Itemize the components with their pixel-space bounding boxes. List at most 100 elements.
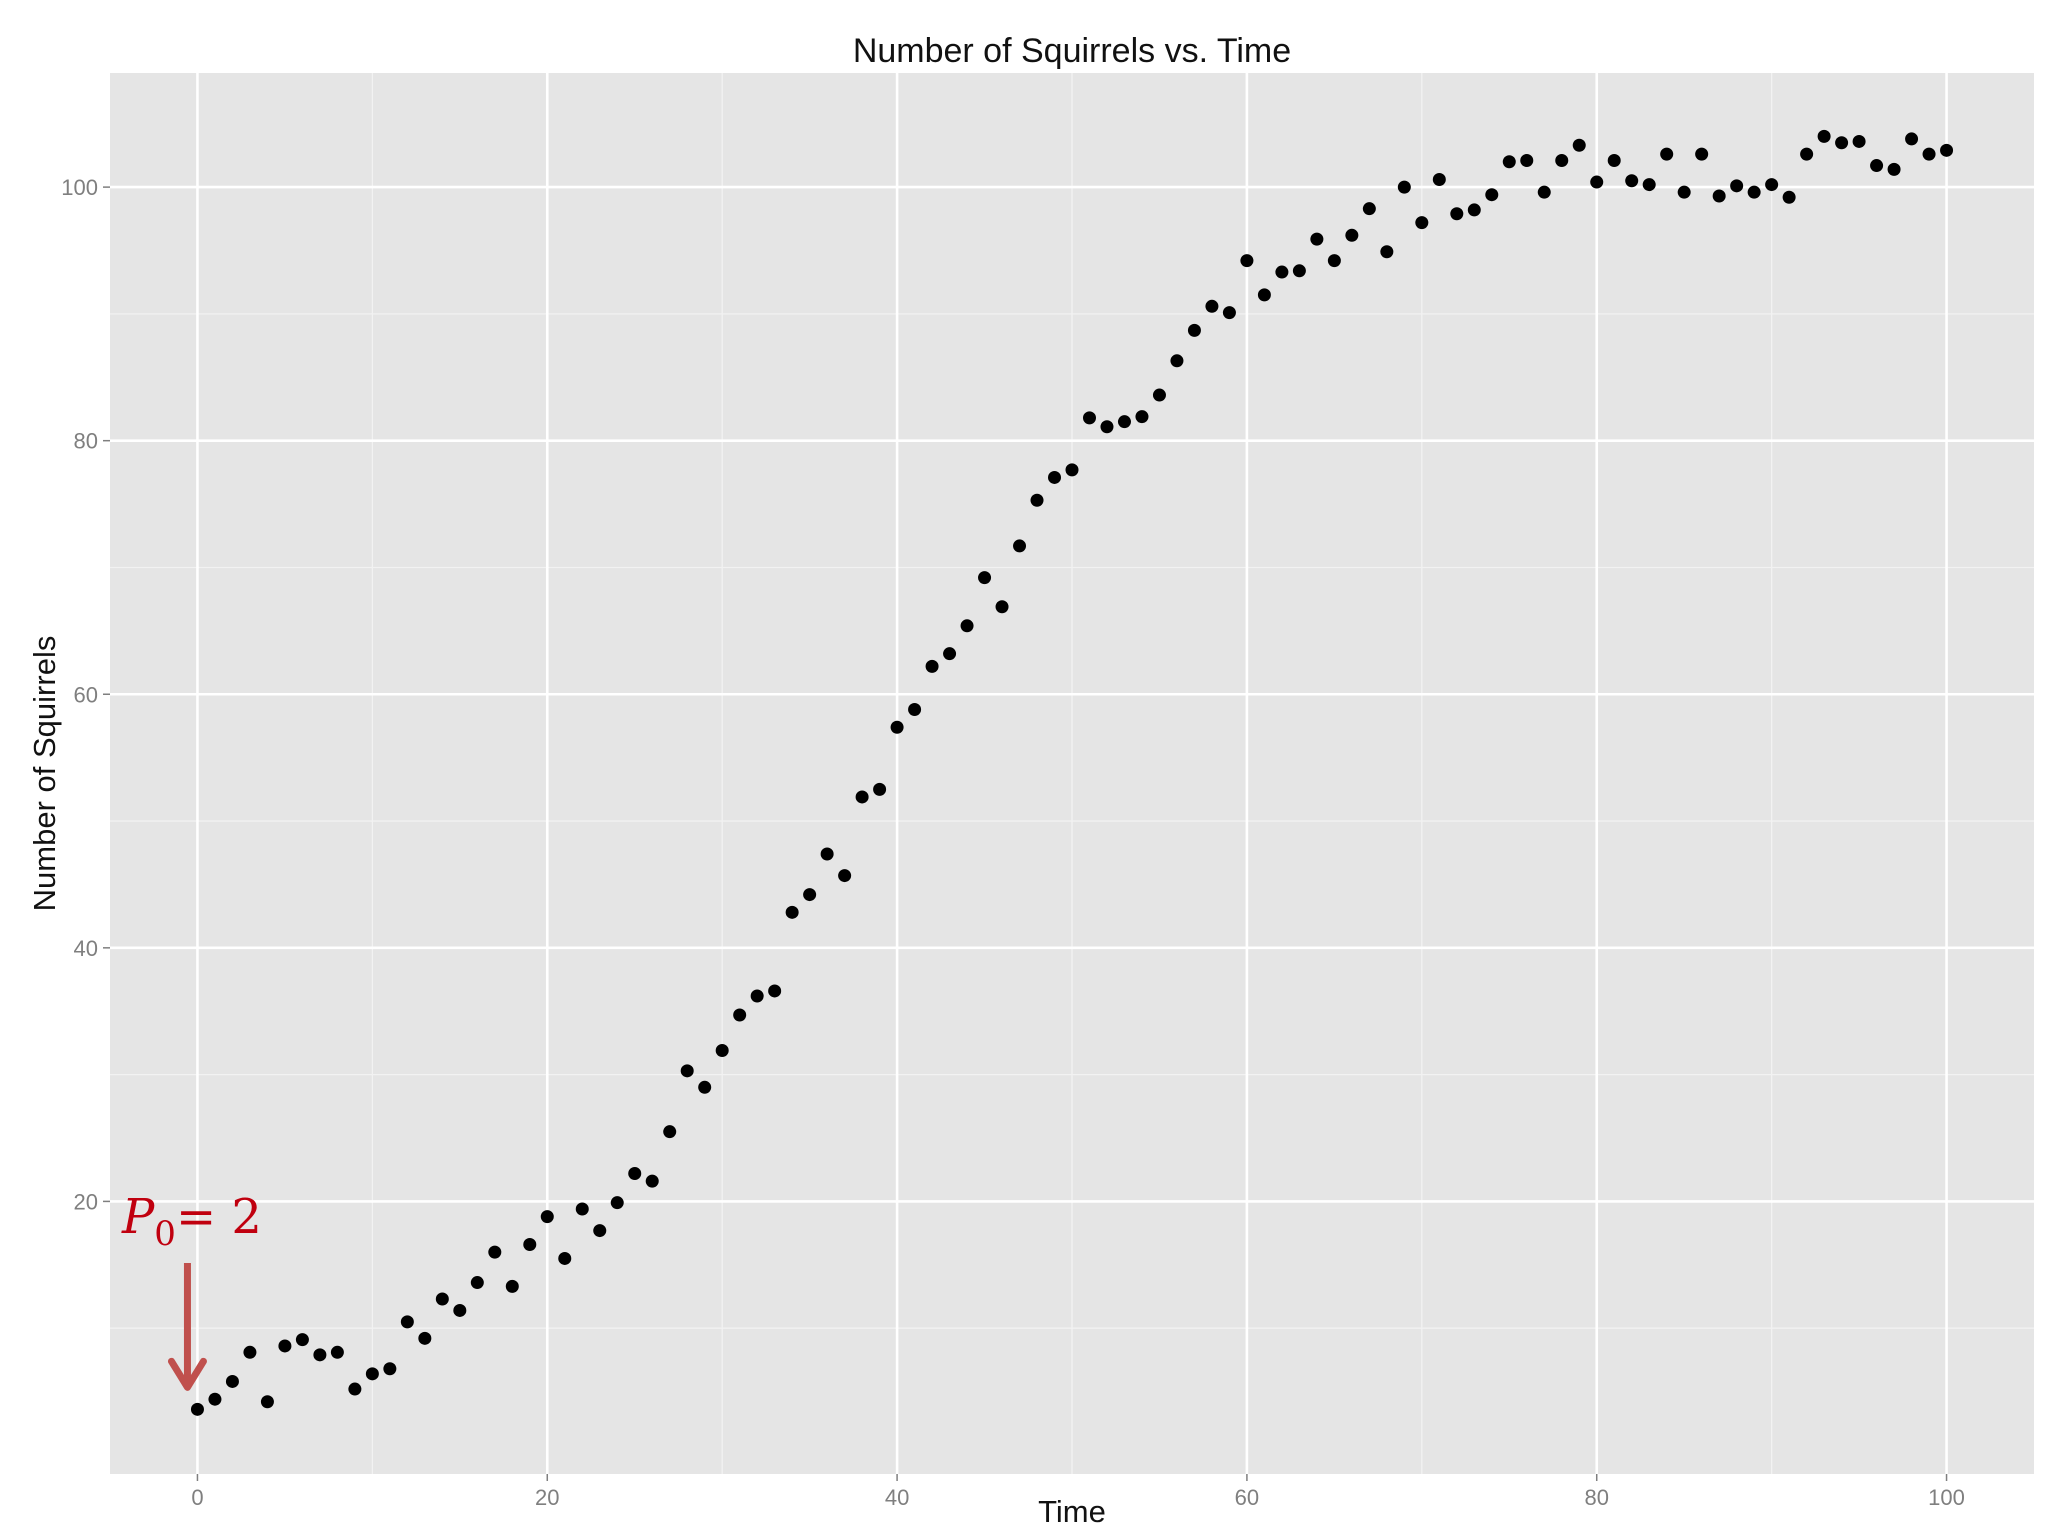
data-point — [278, 1339, 292, 1353]
data-point — [540, 1210, 554, 1224]
data-point — [610, 1196, 624, 1210]
data-point — [1607, 153, 1621, 167]
data-point — [1642, 178, 1656, 192]
data-point — [400, 1315, 414, 1329]
data-point — [1537, 185, 1551, 199]
y-axis-title: Number of Squirrels — [27, 636, 62, 912]
y-tick-label: 60 — [74, 682, 98, 707]
data-point — [1555, 153, 1569, 167]
data-point — [383, 1362, 397, 1376]
data-point — [1257, 288, 1271, 302]
data-point — [803, 888, 817, 902]
data-point — [873, 782, 887, 796]
data-point — [1922, 147, 1936, 161]
data-point — [1380, 245, 1394, 259]
x-tick-label: 0 — [191, 1485, 203, 1510]
data-point — [1187, 323, 1201, 337]
initial-population-annotation: P0= 2 — [121, 1189, 262, 1391]
data-point — [453, 1303, 467, 1317]
data-point — [190, 1402, 204, 1416]
data-point — [1467, 203, 1481, 217]
data-point — [995, 600, 1009, 614]
data-point — [978, 571, 992, 585]
data-point — [628, 1167, 642, 1181]
data-point — [1415, 216, 1429, 230]
data-point — [1065, 463, 1079, 477]
data-point — [1782, 190, 1796, 204]
data-point — [435, 1292, 449, 1306]
data-point — [1800, 147, 1814, 161]
data-point — [715, 1044, 729, 1058]
data-point — [1100, 420, 1114, 434]
y-axis-ticks: 20 40 60 80 100 — [61, 175, 110, 1214]
data-point — [1152, 388, 1166, 402]
annotation-arrow-head — [167, 1357, 207, 1391]
x-axis-title: Time — [1038, 1494, 1106, 1529]
data-point — [698, 1080, 712, 1094]
minor-gridlines — [110, 73, 2034, 1474]
data-point — [663, 1125, 677, 1139]
annotation-subscript: 0 — [154, 1214, 176, 1254]
data-point — [1310, 232, 1324, 246]
data-point — [1013, 539, 1027, 553]
data-point — [1275, 265, 1289, 279]
data-point — [1222, 306, 1236, 320]
data-point — [330, 1345, 344, 1359]
annotation-symbol: P — [121, 1189, 155, 1245]
data-point — [575, 1202, 589, 1216]
data-point — [225, 1374, 239, 1388]
data-point — [1870, 159, 1884, 173]
data-point — [1082, 411, 1096, 425]
data-point — [733, 1008, 747, 1022]
data-point — [558, 1251, 572, 1265]
data-point — [1940, 143, 1954, 157]
data-point — [505, 1279, 519, 1293]
data-point — [1345, 228, 1359, 242]
y-tick-label: 20 — [74, 1189, 98, 1214]
data-point — [785, 905, 799, 919]
annotation-label: P0= 2 — [121, 1189, 262, 1254]
data-point — [313, 1348, 327, 1362]
data-point — [1240, 254, 1254, 268]
data-point — [908, 702, 922, 716]
data-point — [890, 720, 904, 734]
data-point — [1905, 132, 1919, 146]
data-point — [1590, 175, 1604, 189]
data-point — [208, 1392, 222, 1406]
y-tick-label: 80 — [74, 429, 98, 454]
data-point — [1327, 254, 1341, 268]
x-tick-label: 80 — [1584, 1485, 1608, 1510]
annotation-value: = 2 — [176, 1189, 262, 1245]
data-point — [1817, 129, 1831, 143]
data-point — [1397, 180, 1411, 194]
data-point — [1450, 207, 1464, 221]
data-point — [1030, 493, 1044, 507]
y-tick-label: 100 — [61, 175, 98, 200]
data-point — [593, 1224, 607, 1238]
data-point — [260, 1395, 274, 1409]
data-point — [295, 1333, 309, 1347]
x-axis-ticks: 0 20 40 60 80 100 — [191, 1474, 1965, 1510]
x-tick-label: 60 — [1235, 1485, 1259, 1510]
data-point — [243, 1345, 257, 1359]
x-tick-label: 40 — [885, 1485, 909, 1510]
data-point — [470, 1276, 484, 1290]
data-point — [1695, 147, 1709, 161]
data-point — [1625, 174, 1639, 188]
data-point — [1852, 134, 1866, 148]
data-point — [1205, 299, 1219, 313]
data-point — [1485, 188, 1499, 202]
data-point — [523, 1238, 537, 1252]
data-point — [418, 1331, 432, 1345]
data-point — [488, 1245, 502, 1259]
data-point — [1747, 185, 1761, 199]
x-tick-label: 20 — [535, 1485, 559, 1510]
data-point — [1712, 189, 1726, 203]
data-point — [750, 989, 764, 1003]
data-point — [680, 1064, 694, 1078]
major-gridlines — [110, 73, 2034, 1474]
y-tick-label: 40 — [74, 936, 98, 961]
data-point — [1572, 138, 1586, 152]
